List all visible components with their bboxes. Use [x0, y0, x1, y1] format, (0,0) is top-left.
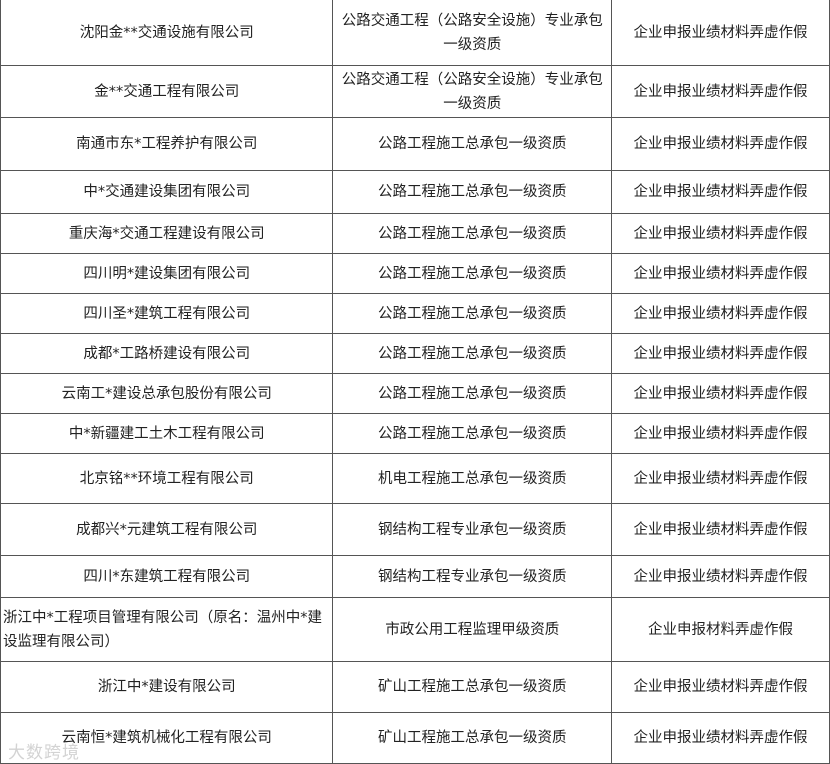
table-row: 金**交通工程有限公司 公路交通工程（公路安全设施）专业承包一级资质 企业申报业绩材… — [0, 65, 830, 118]
table-row: 成都兴*元建筑工程有限公司 钢结构工程专业承包一级资质 企业申报业绩材料弄虚作假 — [0, 503, 830, 556]
issue-cell: 企业申报业绩材料弄虚作假 — [611, 413, 830, 454]
company-cell: 南通市东*工程养护有限公司 — [0, 117, 334, 171]
company-cell: 北京铭**环境工程有限公司 — [0, 453, 334, 504]
table-row: 四川明*建设集团有限公司 公路工程施工总承包一级资质 企业申报业绩材料弄虚作假 — [0, 253, 830, 294]
table-row: 重庆海*交通工程建设有限公司 公路工程施工总承包一级资质 企业申报业绩材料弄虚作假 — [0, 213, 830, 254]
qualification-cell: 公路工程施工总承包一级资质 — [332, 293, 613, 334]
company-cell: 浙江中*工程项目管理有限公司（原名：温州中*建设监理有限公司） — [0, 597, 334, 662]
table-row: 四川*东建筑工程有限公司 钢结构工程专业承包一级资质 企业申报业绩材料弄虚作假 — [0, 555, 830, 598]
company-cell: 中*交通建设集团有限公司 — [0, 170, 334, 214]
company-cell: 四川*东建筑工程有限公司 — [0, 555, 334, 598]
qualification-cell: 市政公用工程监理甲级资质 — [332, 597, 613, 662]
table-row: 中*新疆建工土木工程有限公司 公路工程施工总承包一级资质 企业申报业绩材料弄虚作假 — [0, 413, 830, 454]
company-cell: 四川明*建设集团有限公司 — [0, 253, 334, 294]
issue-cell: 企业申报业绩材料弄虚作假 — [611, 253, 830, 294]
issue-cell: 企业申报业绩材料弄虚作假 — [611, 293, 830, 334]
table-row: 北京铭**环境工程有限公司 机电工程施工总承包一级资质 企业申报业绩材料弄虚作假 — [0, 453, 830, 504]
table-row: 云南工*建设总承包股份有限公司 公路工程施工总承包一级资质 企业申报业绩材料弄虚作假 — [0, 373, 830, 414]
qualification-cell: 公路工程施工总承包一级资质 — [332, 213, 613, 254]
company-cell: 中*新疆建工土木工程有限公司 — [0, 413, 334, 454]
qualification-cell: 钢结构工程专业承包一级资质 — [332, 503, 613, 556]
company-cell: 成都兴*元建筑工程有限公司 — [0, 503, 334, 556]
watermark: 大数跨境 — [8, 743, 80, 763]
issue-cell: 企业申报业绩材料弄虚作假 — [611, 213, 830, 254]
company-cell: 云南恒*建筑机械化工程有限公司 — [0, 712, 334, 764]
qualification-cell: 公路工程施工总承包一级资质 — [332, 117, 613, 171]
qualification-cell: 公路工程施工总承包一级资质 — [332, 170, 613, 214]
company-cell: 金**交通工程有限公司 — [0, 65, 334, 118]
company-cell: 浙江中*建设有限公司 — [0, 661, 334, 713]
qualification-cell: 公路工程施工总承包一级资质 — [332, 373, 613, 414]
qualification-cell: 矿山工程施工总承包一级资质 — [332, 661, 613, 713]
issue-cell: 企业申报业绩材料弄虚作假 — [611, 65, 830, 118]
issue-cell: 企业申报业绩材料弄虚作假 — [611, 117, 830, 171]
company-cell: 云南工*建设总承包股份有限公司 — [0, 373, 334, 414]
qualification-cell: 钢结构工程专业承包一级资质 — [332, 555, 613, 598]
table-row: 沈阳金**交通设施有限公司 公路交通工程（公路安全设施）专业承包一级资质 企业申报业… — [0, 0, 830, 66]
qualification-cell: 机电工程施工总承包一级资质 — [332, 453, 613, 504]
issue-cell: 企业申报业绩材料弄虚作假 — [611, 453, 830, 504]
table-row: 云南恒*建筑机械化工程有限公司 矿山工程施工总承包一级资质 企业申报业绩材料弄虚作假 — [0, 712, 830, 764]
table-row: 浙江中*工程项目管理有限公司（原名：温州中*建设监理有限公司） 市政公用工程监理甲… — [0, 597, 830, 662]
issue-cell: 企业申报业绩材料弄虚作假 — [611, 170, 830, 214]
table-row: 南通市东*工程养护有限公司 公路工程施工总承包一级资质 企业申报业绩材料弄虚作假 — [0, 117, 830, 171]
table-row: 浙江中*建设有限公司 矿山工程施工总承包一级资质 企业申报业绩材料弄虚作假 — [0, 661, 830, 713]
issue-cell: 企业申报业绩材料弄虚作假 — [611, 712, 830, 764]
issue-cell: 企业申报业绩材料弄虚作假 — [611, 373, 830, 414]
issue-cell: 企业申报业绩材料弄虚作假 — [611, 0, 830, 66]
company-cell: 成都*工路桥建设有限公司 — [0, 333, 334, 374]
company-cell: 重庆海*交通工程建设有限公司 — [0, 213, 334, 254]
issue-cell: 企业申报业绩材料弄虚作假 — [611, 555, 830, 598]
qualification-cell: 矿山工程施工总承包一级资质 — [332, 712, 613, 764]
table-row: 四川圣*建筑工程有限公司 公路工程施工总承包一级资质 企业申报业绩材料弄虚作假 — [0, 293, 830, 334]
qualification-cell: 公路交通工程（公路安全设施）专业承包一级资质 — [332, 65, 613, 118]
issue-cell: 企业申报业绩材料弄虚作假 — [611, 333, 830, 374]
qualification-cell: 公路工程施工总承包一级资质 — [332, 333, 613, 374]
company-cell: 四川圣*建筑工程有限公司 — [0, 293, 334, 334]
issue-cell: 企业申报业绩材料弄虚作假 — [611, 661, 830, 713]
qualification-cell: 公路工程施工总承包一级资质 — [332, 253, 613, 294]
company-cell: 沈阳金**交通设施有限公司 — [0, 0, 334, 66]
table-row: 成都*工路桥建设有限公司 公路工程施工总承包一级资质 企业申报业绩材料弄虚作假 — [0, 333, 830, 374]
qualification-cell: 公路交通工程（公路安全设施）专业承包一级资质 — [332, 0, 613, 66]
issue-cell: 企业申报材料弄虚作假 — [611, 597, 830, 662]
issue-cell: 企业申报业绩材料弄虚作假 — [611, 503, 830, 556]
table-row: 中*交通建设集团有限公司 公路工程施工总承包一级资质 企业申报业绩材料弄虚作假 — [0, 170, 830, 214]
qualification-cell: 公路工程施工总承包一级资质 — [332, 413, 613, 454]
